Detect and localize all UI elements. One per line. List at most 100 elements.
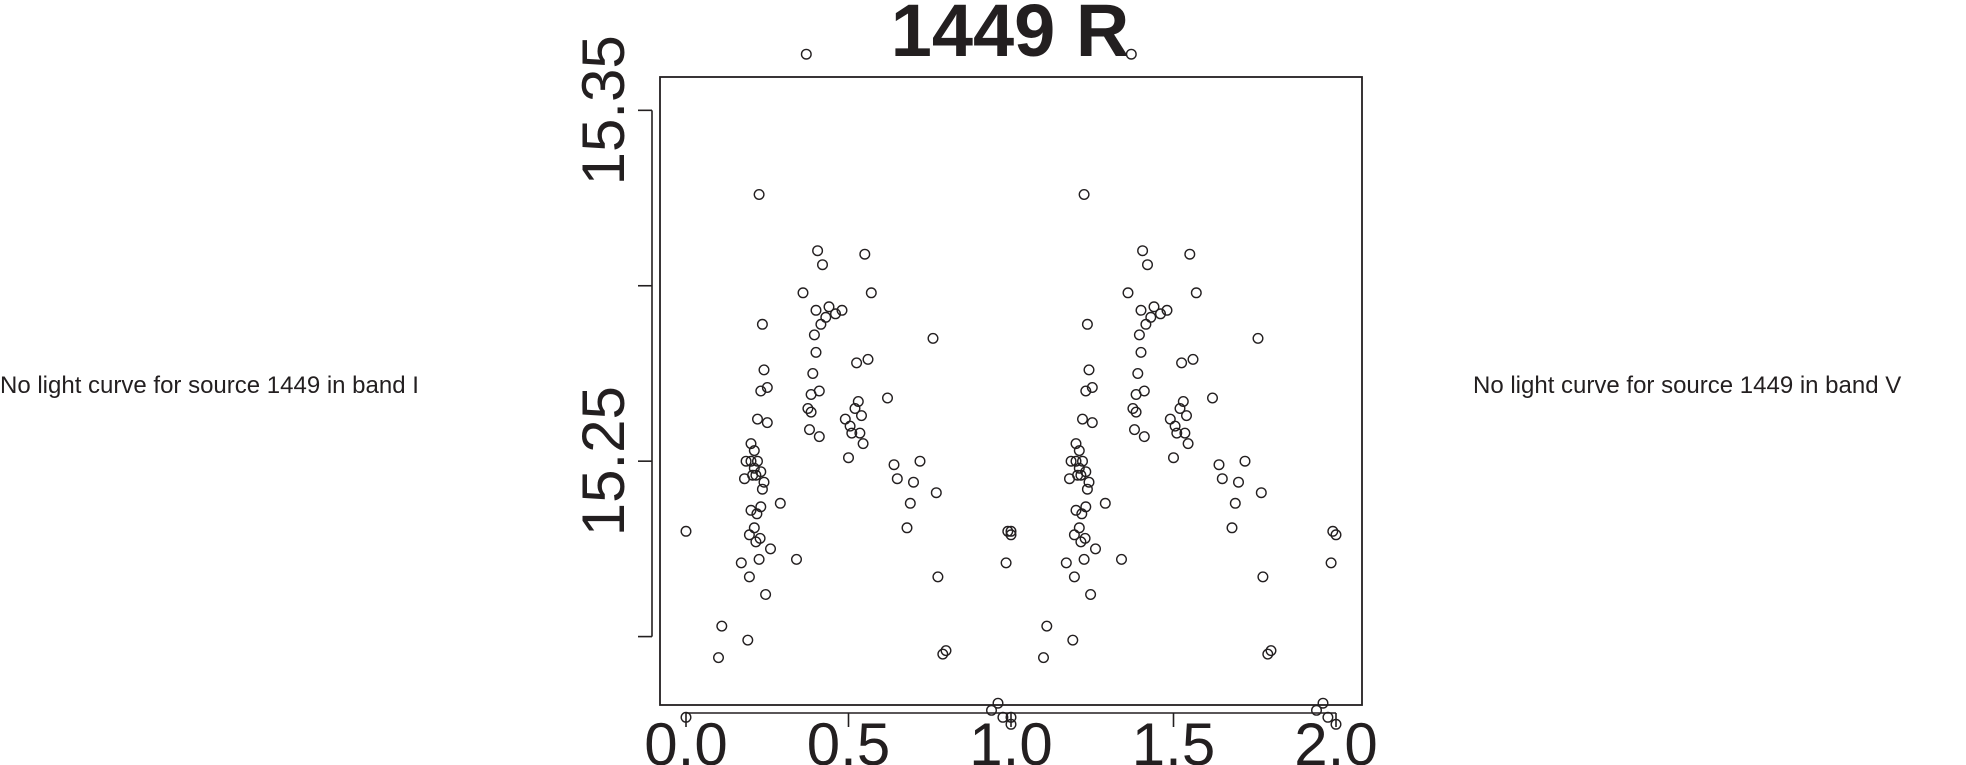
- data-point: [802, 403, 814, 415]
- data-point: [753, 553, 765, 565]
- data-point: [1262, 648, 1274, 660]
- data-point: [1083, 364, 1095, 376]
- data-point: [1099, 497, 1111, 509]
- no-light-curve-band-v-note: No light curve for source 1449 in band V: [1473, 372, 1902, 399]
- data-point: [865, 287, 877, 299]
- data-point: [1005, 529, 1017, 541]
- data-point: [1125, 48, 1137, 60]
- data-point: [804, 424, 816, 436]
- data-point: [1127, 403, 1139, 415]
- data-point: [1078, 188, 1090, 200]
- data-point: [797, 287, 809, 299]
- data-point: [1083, 476, 1095, 488]
- data-point: [1325, 557, 1337, 569]
- data-point: [745, 438, 757, 450]
- data-point: [1067, 634, 1079, 646]
- chart-title: 1449 R: [891, 0, 1130, 72]
- data-point: [849, 403, 861, 415]
- data-point: [1080, 385, 1092, 397]
- data-point: [1257, 571, 1269, 583]
- data-point: [765, 543, 777, 555]
- x-tick-label: 0.5: [807, 711, 890, 765]
- data-point: [1073, 462, 1085, 474]
- data-point: [1065, 455, 1077, 467]
- data-point: [753, 188, 765, 200]
- data-point: [761, 417, 773, 429]
- data-point: [830, 308, 842, 320]
- data-point: [1076, 455, 1088, 467]
- data-point: [820, 311, 832, 323]
- data-point: [992, 697, 1004, 709]
- data-point: [986, 704, 998, 716]
- data-point: [807, 368, 819, 380]
- data-point: [743, 571, 755, 583]
- data-point: [1148, 301, 1160, 313]
- data-point: [1177, 396, 1189, 408]
- data-point: [1180, 410, 1192, 422]
- data-point: [1005, 711, 1017, 723]
- data-point: [1206, 392, 1218, 404]
- data-point: [1330, 529, 1342, 541]
- data-point: [1265, 645, 1277, 657]
- data-point: [774, 497, 786, 509]
- data-point: [882, 392, 894, 404]
- data-point: [810, 346, 822, 358]
- data-point: [1164, 413, 1176, 425]
- y-tick-label: 15.25: [570, 386, 637, 536]
- data-point: [908, 476, 920, 488]
- data-point: [752, 413, 764, 425]
- data-points: [680, 48, 1342, 730]
- data-point: [1187, 353, 1199, 365]
- data-point: [1322, 711, 1334, 723]
- data-point: [1070, 455, 1082, 467]
- data-point: [1135, 304, 1147, 316]
- data-point: [756, 483, 768, 495]
- data-point: [755, 466, 767, 478]
- data-point: [937, 648, 949, 660]
- data-point: [1115, 553, 1127, 565]
- data-point: [940, 645, 952, 657]
- data-point: [745, 455, 757, 467]
- data-point: [997, 711, 1009, 723]
- data-point: [812, 245, 824, 257]
- data-point: [839, 413, 851, 425]
- data-point: [740, 455, 752, 467]
- data-point: [742, 634, 754, 646]
- data-point: [815, 318, 827, 330]
- data-point: [932, 571, 944, 583]
- data-point: [1133, 329, 1145, 341]
- data-point: [1041, 620, 1053, 632]
- data-point: [862, 353, 874, 365]
- data-point: [716, 620, 728, 632]
- data-point: [914, 455, 926, 467]
- data-point: [1070, 504, 1082, 516]
- data-point: [852, 396, 864, 408]
- data-point: [1005, 718, 1017, 730]
- data-point: [1145, 311, 1157, 323]
- data-point: [756, 318, 768, 330]
- data-point: [1140, 318, 1152, 330]
- data-point: [1081, 318, 1093, 330]
- data-point: [1132, 368, 1144, 380]
- data-point: [791, 553, 803, 565]
- data-point: [1130, 406, 1142, 418]
- data-point: [1176, 357, 1188, 369]
- data-point: [1086, 417, 1098, 429]
- data-point: [1213, 459, 1225, 471]
- data-point: [1229, 497, 1241, 509]
- data-point: [1252, 332, 1264, 344]
- data-point: [1079, 532, 1091, 544]
- data-point: [1182, 438, 1194, 450]
- data-point: [1122, 287, 1134, 299]
- data-point: [1171, 427, 1183, 439]
- data-point: [748, 522, 760, 534]
- data-point: [1081, 483, 1093, 495]
- data-point: [1138, 431, 1150, 443]
- data-point: [1000, 557, 1012, 569]
- data-point: [755, 385, 767, 397]
- data-point: [1138, 385, 1150, 397]
- data-point: [1174, 403, 1186, 415]
- data-point: [810, 304, 822, 316]
- data-point: [856, 410, 868, 422]
